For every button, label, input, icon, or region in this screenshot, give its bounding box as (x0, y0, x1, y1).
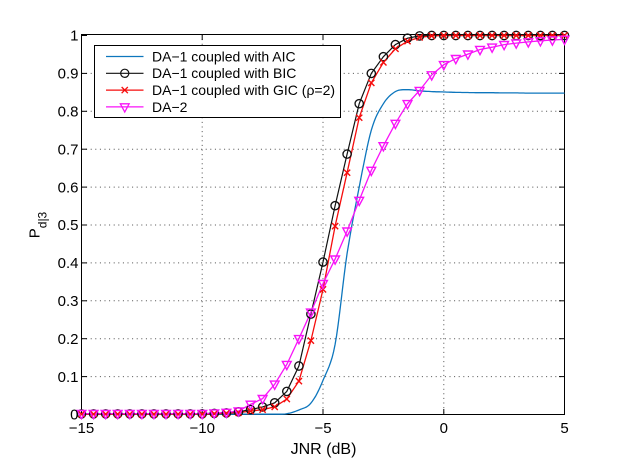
svg-text:0.9: 0.9 (58, 66, 79, 83)
svg-text:0.5: 0.5 (58, 217, 79, 234)
svg-text:JNR (dB): JNR (dB) (291, 441, 357, 458)
svg-text:1: 1 (70, 28, 78, 45)
svg-text:0.3: 0.3 (58, 293, 79, 310)
svg-text:DA−1 coupled with GIC (ρ=2): DA−1 coupled with GIC (ρ=2) (152, 82, 335, 98)
svg-text:DA−2: DA−2 (152, 99, 188, 115)
svg-text:DA−1 coupled with BIC: DA−1 coupled with BIC (152, 65, 296, 81)
svg-text:0: 0 (70, 407, 78, 424)
svg-text:−15: −15 (69, 420, 94, 437)
svg-text:DA−1 coupled with AIC: DA−1 coupled with AIC (152, 48, 296, 64)
svg-text:0.1: 0.1 (58, 369, 79, 386)
svg-text:0.8: 0.8 (58, 104, 79, 121)
svg-text:0: 0 (440, 420, 448, 437)
svg-text:0.6: 0.6 (58, 179, 79, 196)
svg-text:−10: −10 (189, 420, 214, 437)
svg-text:0.4: 0.4 (58, 255, 79, 272)
svg-text:−5: −5 (314, 420, 331, 437)
svg-text:0.7: 0.7 (58, 141, 79, 158)
svg-text:0.2: 0.2 (58, 331, 79, 348)
svg-text:5: 5 (560, 420, 568, 437)
